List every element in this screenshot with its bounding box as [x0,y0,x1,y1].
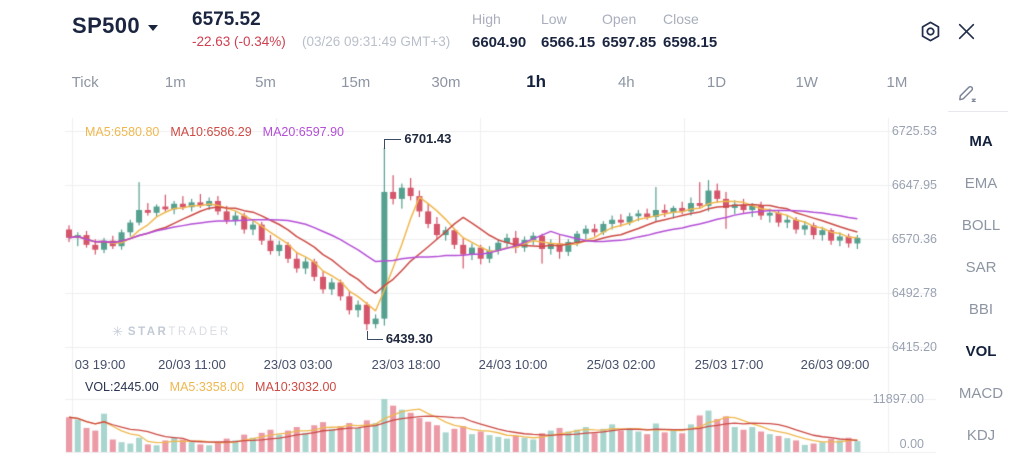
volume-legend: VOL:2445.00 MA5:3358.00 MA10:3032.00 [85,380,336,394]
indicator-sar[interactable]: SAR [965,258,997,276]
stat-close: Close 6598.15 [663,11,717,51]
price-change: -22.63 (-0.34%) [192,34,286,49]
stat-label: Low [541,11,567,27]
time-axis-label: 25/03 02:00 [586,357,656,372]
tab-tick[interactable]: Tick [71,73,99,91]
timeframe-tabs: Tick 1m 5m 15m 30m 1h 4h 1D 1W 1M [40,68,942,96]
tab-4h[interactable]: 4h [617,73,635,91]
tab-15m[interactable]: 15m [341,73,371,91]
time-axis-label: 23/03 03:00 [263,357,333,372]
high-annotation-line [384,138,402,149]
time-axis-label: 03 19:00 [74,357,126,372]
stat-value: 6604.90 [472,34,527,51]
indicator-ema[interactable]: EMA [964,174,998,192]
vol-ma10-legend: MA10:3032.00 [255,380,337,394]
indicator-boll[interactable]: BOLL [961,216,1001,234]
close-button[interactable] [956,21,977,42]
indicator-macd[interactable]: MACD [958,384,1004,402]
ma10-legend: MA10:6586.29 [170,125,252,139]
gear-icon [918,21,943,47]
ma-legend: MA5:6580.80 MA10:6586.29 MA20:6597.90 [85,125,344,139]
stat-high: High 6604.90 [472,11,526,51]
price-axis-label: 6725.53 [891,124,937,138]
stat-label: Close [663,11,699,27]
time-axis-label: 20/03 11:00 [158,357,226,372]
symbol-name: SP500 [72,13,141,38]
time-axis-label: 23/03 18:00 [371,357,441,372]
tab-1d[interactable]: 1D [706,73,727,91]
draw-tools-button[interactable] [956,80,979,103]
high-annotation: 6701.43 [404,130,452,146]
indicator-kdj[interactable]: KDJ [966,426,996,444]
quote-timestamp: (03/26 09:31:49 GMT+3) [302,34,451,49]
tab-1mo[interactable]: 1M [886,73,908,91]
stat-open: Open 6597.85 [602,11,656,51]
time-axis-label: 26/03 09:00 [800,357,870,372]
tab-5m[interactable]: 5m [255,73,276,91]
stat-value: 6598.15 [663,34,718,51]
star-icon: ✳ [112,324,123,339]
settings-button[interactable] [918,19,943,44]
tab-1m[interactable]: 1m [164,73,186,91]
ma20-legend: MA20:6597.90 [262,125,344,139]
stat-label: Open [602,11,637,27]
time-axis-label: 24/03 10:00 [478,357,548,372]
low-annotation: 6439.30 [385,331,433,347]
symbol-selector[interactable]: SP500 [72,13,159,39]
tab-1w[interactable]: 1W [795,73,818,91]
tab-1h[interactable]: 1h [526,72,547,91]
indicator-ma[interactable]: MA [969,132,993,150]
price-axis-label: 6492.78 [891,286,937,300]
price-axis-label: 6647.95 [891,178,937,192]
price-axis-label: 6415.20 [891,340,937,354]
volume-axis-label: 11897.00 [872,392,924,406]
stat-value: 6566.15 [541,34,596,51]
volume-axis-label: 0.00 [899,437,924,451]
indicator-vol[interactable]: VOL [965,342,997,360]
watermark-text: STAR [127,326,169,338]
stat-low: Low 6566.15 [541,11,595,51]
vol-value-legend: VOL:2445.00 [85,380,159,394]
time-axis-label: 25/03 17:00 [694,357,764,372]
close-icon [956,23,977,45]
indicator-bbi[interactable]: BBI [968,300,994,318]
low-annotation-line [366,331,383,341]
ma5-legend: MA5:6580.80 [85,125,160,139]
stat-label: High [472,11,501,27]
pencil-icon [956,86,979,106]
indicator-list: MA EMA BOLL SAR BBI VOL MACD KDJ [938,120,1024,456]
dropdown-caret-icon [148,24,159,31]
vol-ma5-legend: MA5:3358.00 [169,380,245,394]
stat-value: 6597.85 [602,34,657,51]
sidebar-divider [948,111,1008,112]
tab-30m[interactable]: 30m [431,73,461,91]
price-axis-label: 6570.36 [891,232,937,246]
watermark: ✳ STARTRADER [112,324,231,339]
last-price: 6575.52 [192,9,261,30]
